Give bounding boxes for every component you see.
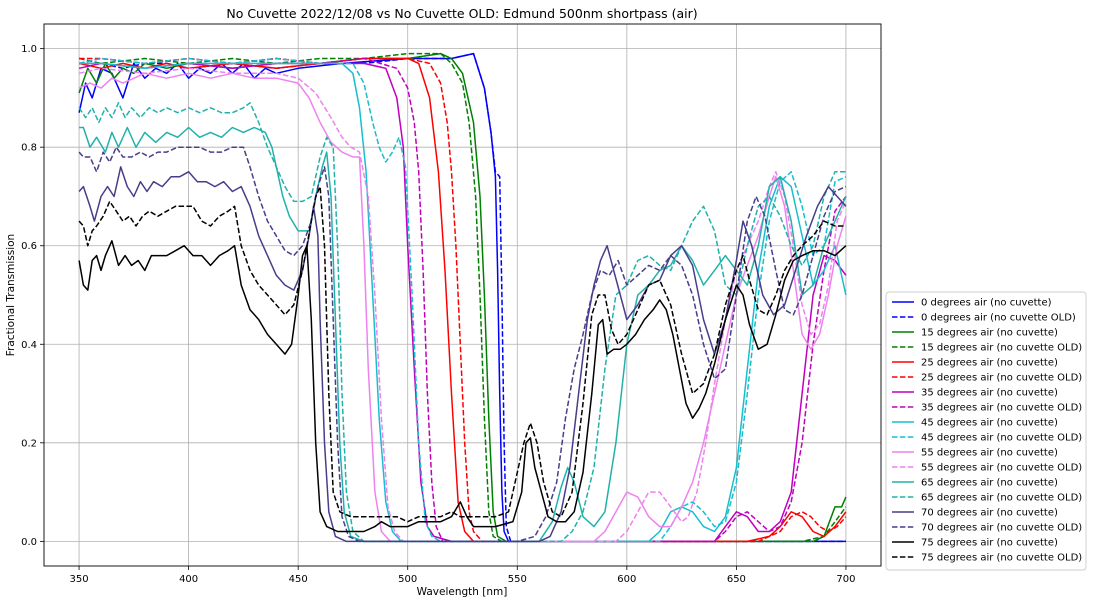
y-tick-label: 0.2 [21,438,37,449]
x-tick-label: 550 [508,574,527,585]
series-line-17 [78,185,846,523]
legend-label-4: 25 degrees air (no cuvette) [921,358,1058,369]
y-axis: 0.0 0.2 0.4 0.6 0.8 1.0 [21,44,44,548]
legend: 0 degrees air (no cuvette) 0 degrees air … [885,291,1087,571]
legend-label-10: 55 degrees air (no cuvette) [921,448,1058,459]
plot-frame [43,23,882,567]
series-line-16 [78,240,847,533]
chart-title: No Cuvette 2022/12/08 vs No Cuvette OLD:… [226,6,697,21]
series-line-11 [78,67,847,543]
legend-label-3: 15 degrees air (no cuvette OLD) [921,343,1082,354]
legend-label-1: 0 degrees air (no cuvette OLD) [921,313,1076,324]
legend-label-0: 0 degrees air (no cuvette) [921,298,1052,309]
y-axis-label: Fractional Transmission [5,234,17,356]
legend-label-15: 70 degrees air (no cuvette OLD) [921,523,1082,534]
legend-label-6: 35 degrees air (no cuvette) [921,388,1058,399]
x-tick-label: 400 [179,574,198,585]
x-axis-label: Wavelength [nm] [417,586,508,598]
series-line-4 [78,57,847,543]
legend-box [885,291,1087,571]
legend-label-11: 55 degrees air (no cuvette OLD) [921,463,1082,474]
legend-label-13: 65 degrees air (no cuvette OLD) [921,493,1082,504]
x-tick-label: 350 [70,574,89,585]
legend-label-9: 45 degrees air (no cuvette OLD) [921,433,1082,444]
y-tick-label: 0.6 [21,241,37,252]
legend-label-12: 65 degrees air (no cuvette) [921,478,1058,489]
y-tick-label: 0.8 [21,143,37,154]
series-layer [78,52,847,543]
series-line-12 [79,126,847,543]
x-tick-label: 700 [836,574,855,585]
x-tick-label: 600 [617,574,636,585]
series-line-9 [78,57,847,543]
legend-label-17: 75 degrees air (no cuvette OLD) [921,553,1082,564]
legend-label-5: 25 degrees air (no cuvette OLD) [921,373,1082,384]
series-line-8 [79,62,847,543]
x-axis: 350 400 450 500 550 600 650 700 [70,566,855,585]
series-line-15 [78,146,847,543]
legend-label-16: 75 degrees air (no cuvette) [921,538,1058,549]
x-tick-label: 500 [398,574,417,585]
x-tick-label: 650 [727,574,746,585]
y-tick-label: 0.0 [21,537,37,548]
series-line-0 [78,52,846,543]
y-tick-label: 1.0 [21,44,37,55]
legend-label-8: 45 degrees air (no cuvette) [921,418,1058,429]
legend-label-14: 70 degrees air (no cuvette) [921,508,1058,519]
series-line-14 [78,166,847,543]
x-tick-label: 450 [289,574,308,585]
legend-label-2: 15 degrees air (no cuvette) [921,328,1058,339]
legend-label-7: 35 degrees air (no cuvette OLD) [921,403,1082,414]
y-tick-label: 0.4 [21,340,37,351]
